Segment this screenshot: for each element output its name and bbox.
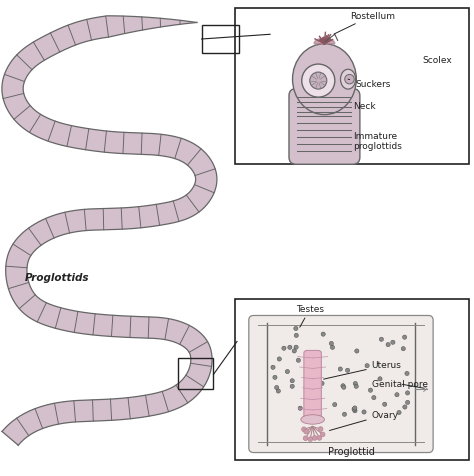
Circle shape [402,335,407,339]
Circle shape [282,347,286,351]
Ellipse shape [292,45,356,115]
Circle shape [290,384,294,388]
Circle shape [353,406,357,410]
Circle shape [405,372,409,376]
Circle shape [405,391,410,395]
Circle shape [383,402,387,407]
Circle shape [405,400,410,405]
Text: Neck: Neck [353,101,375,110]
Circle shape [362,410,366,414]
Circle shape [294,334,299,338]
Circle shape [318,427,323,431]
Circle shape [298,406,302,410]
Circle shape [355,349,359,353]
Circle shape [353,382,357,386]
Circle shape [330,346,335,350]
Text: Rostellum: Rostellum [334,12,395,35]
Bar [201,26,239,54]
Circle shape [311,350,315,355]
Circle shape [277,357,282,361]
Circle shape [320,432,325,437]
Circle shape [372,396,376,400]
Circle shape [368,388,373,393]
Circle shape [379,337,383,342]
Circle shape [386,343,390,347]
Circle shape [276,389,281,393]
Circle shape [301,427,306,432]
Circle shape [353,409,357,413]
Circle shape [273,376,277,380]
Circle shape [329,342,333,346]
Circle shape [285,370,290,374]
Circle shape [292,349,296,353]
Circle shape [345,75,354,85]
Ellipse shape [301,415,324,424]
Polygon shape [314,39,335,45]
Circle shape [288,346,292,350]
FancyBboxPatch shape [249,316,433,453]
Circle shape [308,437,313,442]
Circle shape [296,358,301,363]
Circle shape [290,379,294,383]
Circle shape [274,386,279,390]
Circle shape [346,368,350,373]
Circle shape [302,65,335,98]
Text: Proglottid: Proglottid [328,446,375,456]
Ellipse shape [340,70,356,90]
FancyBboxPatch shape [289,89,360,165]
Circle shape [310,73,327,90]
Text: Genital pore: Genital pore [372,379,428,388]
Text: Uterus: Uterus [324,361,401,379]
Text: Scolex: Scolex [423,56,453,65]
Circle shape [338,367,342,371]
FancyBboxPatch shape [304,351,321,422]
Circle shape [303,436,308,441]
Circle shape [271,366,275,370]
Circle shape [294,346,298,349]
Bar [235,9,469,165]
Circle shape [312,357,317,361]
Circle shape [304,429,309,434]
Text: Proglottids: Proglottids [24,272,89,282]
Bar [235,299,469,460]
Circle shape [342,385,346,389]
Circle shape [309,351,313,355]
Circle shape [320,381,324,386]
Circle shape [342,412,346,416]
Text: Ovary: Ovary [329,410,399,431]
Circle shape [311,396,315,400]
Circle shape [378,377,382,381]
Circle shape [403,405,407,409]
Polygon shape [2,17,217,446]
Circle shape [354,384,358,388]
Circle shape [294,327,298,331]
Circle shape [317,436,322,440]
Circle shape [333,403,337,407]
Circle shape [401,347,405,351]
Bar [178,358,213,389]
Circle shape [321,332,325,337]
Text: Suckers: Suckers [348,80,391,89]
Circle shape [305,403,309,407]
Circle shape [395,393,399,397]
Circle shape [310,407,314,410]
Circle shape [352,407,356,411]
Circle shape [391,340,395,345]
Circle shape [341,384,345,388]
Circle shape [397,410,401,415]
Text: Immature
proglottids: Immature proglottids [353,132,401,151]
Circle shape [365,364,369,368]
Circle shape [312,436,317,440]
Text: Testes: Testes [296,304,324,327]
